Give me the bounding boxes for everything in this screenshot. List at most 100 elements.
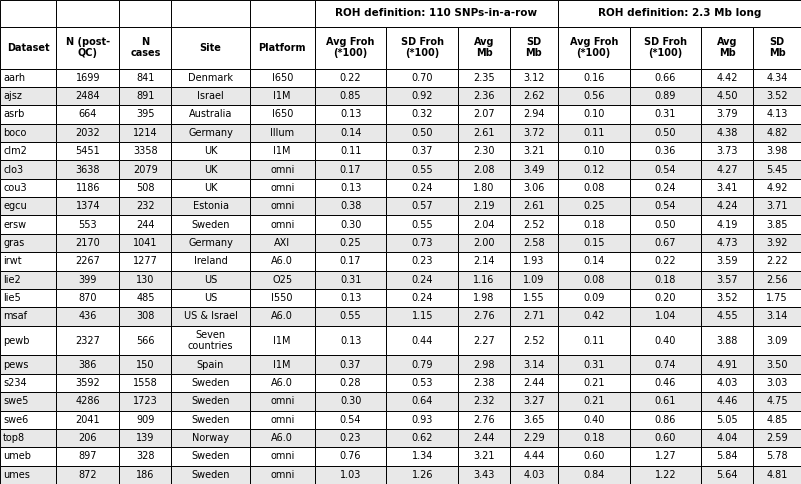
Text: 1.93: 1.93 — [523, 257, 545, 266]
Text: 4.04: 4.04 — [717, 433, 738, 443]
Bar — [753, 234, 801, 252]
Text: irwt: irwt — [3, 257, 22, 266]
Text: 870: 870 — [78, 293, 97, 303]
Text: 0.24: 0.24 — [654, 183, 676, 193]
Bar — [701, 27, 753, 69]
Text: 3.73: 3.73 — [716, 146, 738, 156]
Text: 1277: 1277 — [133, 257, 158, 266]
Text: 2.44: 2.44 — [473, 433, 495, 443]
Text: omni: omni — [270, 470, 295, 480]
Bar — [315, 105, 386, 123]
Text: 0.54: 0.54 — [340, 415, 361, 425]
Text: 891: 891 — [136, 91, 155, 101]
Text: 2267: 2267 — [75, 257, 100, 266]
Bar — [0, 142, 56, 160]
Text: 3.14: 3.14 — [523, 360, 545, 370]
Bar — [119, 410, 171, 429]
Text: 0.11: 0.11 — [583, 335, 605, 346]
Text: 2.30: 2.30 — [473, 146, 495, 156]
Bar — [753, 271, 801, 289]
Text: 2.27: 2.27 — [473, 335, 495, 346]
Bar — [56, 160, 119, 179]
Bar — [458, 69, 510, 87]
Bar — [315, 355, 386, 374]
Bar — [0, 289, 56, 307]
Bar — [630, 87, 701, 105]
Bar — [557, 355, 630, 374]
Bar — [510, 392, 557, 410]
Text: 0.70: 0.70 — [412, 73, 433, 83]
Text: 3358: 3358 — [133, 146, 158, 156]
Bar — [458, 307, 510, 326]
Text: 2041: 2041 — [75, 415, 100, 425]
Bar — [557, 142, 630, 160]
Text: A6.0: A6.0 — [272, 257, 293, 266]
Bar — [753, 429, 801, 447]
Text: Estonia: Estonia — [192, 201, 228, 211]
Text: 0.74: 0.74 — [654, 360, 676, 370]
Text: SD Froh
(*100): SD Froh (*100) — [400, 37, 444, 59]
Text: 4.92: 4.92 — [767, 183, 788, 193]
Bar — [171, 27, 250, 69]
Bar — [701, 355, 753, 374]
Bar — [171, 87, 250, 105]
Text: Site: Site — [199, 43, 222, 53]
Bar — [557, 326, 630, 355]
Bar — [0, 392, 56, 410]
Bar — [386, 271, 458, 289]
Text: umes: umes — [3, 470, 30, 480]
Bar — [250, 105, 315, 123]
Text: 0.56: 0.56 — [583, 91, 605, 101]
Bar — [0, 410, 56, 429]
Bar — [386, 105, 458, 123]
Text: US: US — [204, 293, 217, 303]
Bar — [458, 392, 510, 410]
Text: Avg Froh
(*100): Avg Froh (*100) — [326, 37, 375, 59]
Text: 2.07: 2.07 — [473, 109, 495, 120]
Bar — [56, 289, 119, 307]
Text: Germany: Germany — [188, 238, 233, 248]
Text: 1.27: 1.27 — [654, 452, 676, 461]
Bar — [250, 410, 315, 429]
Bar — [458, 179, 510, 197]
Bar — [171, 252, 250, 271]
Bar — [250, 429, 315, 447]
Text: 0.31: 0.31 — [654, 109, 676, 120]
Text: 3.88: 3.88 — [717, 335, 738, 346]
Bar — [171, 355, 250, 374]
Bar — [0, 326, 56, 355]
Text: UK: UK — [203, 183, 217, 193]
Bar — [458, 197, 510, 215]
Text: 3.49: 3.49 — [523, 165, 545, 175]
Bar — [753, 374, 801, 392]
Text: pews: pews — [3, 360, 28, 370]
Text: 0.37: 0.37 — [340, 360, 361, 370]
Bar — [510, 252, 557, 271]
Text: 3.14: 3.14 — [767, 312, 788, 321]
Text: 2.00: 2.00 — [473, 238, 495, 248]
Text: 0.89: 0.89 — [654, 91, 676, 101]
Bar — [56, 69, 119, 87]
Text: 872: 872 — [78, 470, 97, 480]
Text: 2.22: 2.22 — [767, 257, 788, 266]
Bar — [171, 289, 250, 307]
Text: 0.30: 0.30 — [340, 220, 361, 229]
Text: 1.80: 1.80 — [473, 183, 495, 193]
Bar — [386, 160, 458, 179]
Text: 0.22: 0.22 — [654, 257, 676, 266]
Text: 2170: 2170 — [75, 238, 100, 248]
Bar — [119, 160, 171, 179]
Text: ajsz: ajsz — [3, 91, 22, 101]
Text: 4.82: 4.82 — [767, 128, 788, 138]
Text: 0.17: 0.17 — [340, 165, 361, 175]
Text: 1.34: 1.34 — [412, 452, 433, 461]
Text: 0.36: 0.36 — [654, 146, 676, 156]
Text: 130: 130 — [136, 275, 155, 285]
Text: SD Froh
(*100): SD Froh (*100) — [644, 37, 686, 59]
Bar — [250, 326, 315, 355]
Bar — [250, 87, 315, 105]
Text: 1.26: 1.26 — [412, 470, 433, 480]
Bar — [250, 27, 315, 69]
Bar — [119, 252, 171, 271]
Bar — [0, 179, 56, 197]
